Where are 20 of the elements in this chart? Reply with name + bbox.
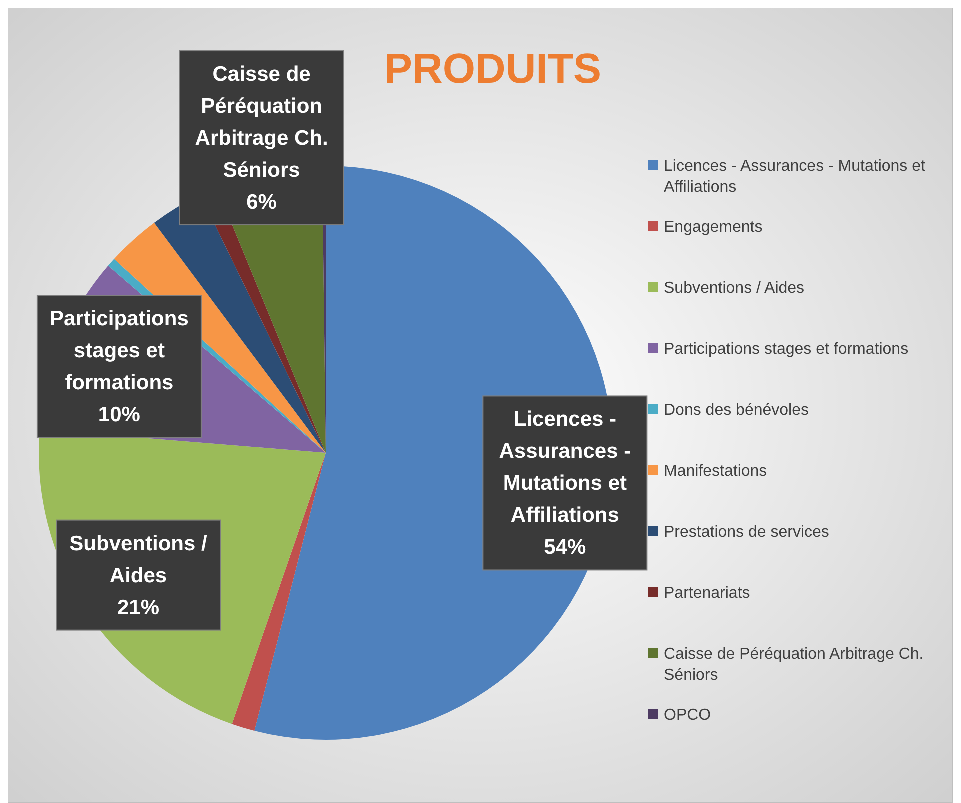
- legend-label: Participations stages et formations: [664, 341, 909, 358]
- data-label: 10%: [98, 404, 141, 427]
- legend-label: Dons des bénévoles: [664, 402, 809, 419]
- legend-label: Caisse de Péréquation Arbitrage Ch. Séniors: [664, 646, 924, 684]
- slice-label: Caisse de Péréquation Arbitrage Ch. Séniors: [195, 63, 328, 182]
- legend-label: Partenariats: [664, 585, 750, 602]
- legend-label: Manifestations: [664, 463, 768, 480]
- slice-label: Participations stages et formations: [50, 308, 189, 395]
- data-label: 6%: [246, 191, 278, 214]
- slice-label: Licences - Assurances - Mutations et Affiliations: [499, 408, 632, 528]
- pie-slice: [232, 453, 326, 731]
- data-label: 21%: [117, 596, 160, 620]
- slice-label: Subventions / Aides: [70, 532, 208, 588]
- legend-label: OPCO: [664, 707, 712, 724]
- legend-label: Subventions / Aides: [664, 280, 805, 297]
- chart-title: PRODUITS: [384, 45, 602, 92]
- legend-label: Licences - Assurances - Mutations et Affiliations: [664, 158, 926, 196]
- data-label: 54%: [544, 536, 587, 560]
- legend-label: Engagements: [664, 219, 763, 236]
- legend-label: Prestations de services: [664, 524, 830, 541]
